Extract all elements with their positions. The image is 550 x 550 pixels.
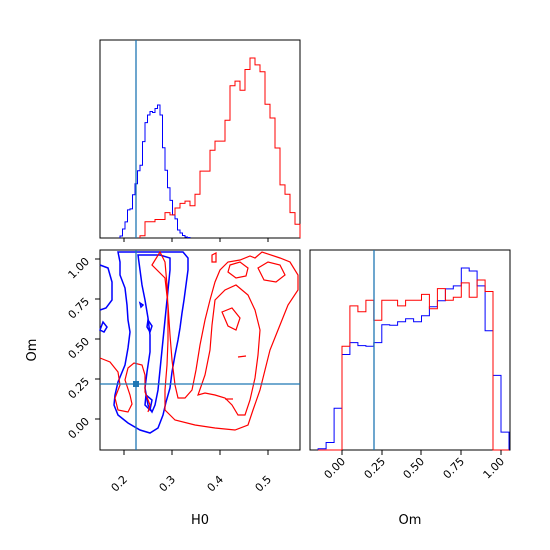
h0-tick-labels: 0.2 0.3 0.4 0.5 (109, 473, 275, 495)
tick-label-h0: 0.2 (109, 473, 131, 495)
tick-label-om-x: 0.00 (322, 455, 349, 482)
blue-contour-outer (113, 251, 189, 434)
truth-marker (133, 381, 139, 387)
red-contour-hole (211, 252, 217, 263)
blue-contour-blob (138, 301, 145, 309)
tick-label-om-x: 0.50 (401, 455, 428, 482)
blue-contour-blob (99, 320, 108, 333)
red-contour-blob (237, 355, 247, 358)
tick-label-h0: 0.4 (205, 473, 227, 495)
om-histogram-blue (317, 267, 510, 450)
h0-histogram-red (139, 57, 301, 238)
red-contours (99, 250, 299, 431)
tick-label-om-y: 0.75 (66, 295, 93, 322)
blue-contour-blob (146, 317, 153, 334)
red-contour-outer (151, 250, 299, 431)
om-histogram-red (318, 279, 509, 451)
blue-contour-left (99, 264, 113, 311)
h0-histogram-panel (99, 39, 301, 239)
h0-histogram-blue (119, 104, 191, 238)
y-axis-label-om: Om (25, 339, 40, 362)
tick-label-om-x: 0.25 (362, 455, 389, 482)
red-contour-left (99, 357, 151, 413)
tick-label-om-y: 0.50 (66, 335, 93, 362)
red-contour-hole (257, 261, 286, 283)
red-contour-hole (227, 261, 249, 279)
blue-contour-inner (137, 254, 171, 414)
tick-label-om-y: 1.00 (66, 255, 93, 282)
red-contour-inner (197, 284, 261, 416)
x-axis-label-h0: H0 (191, 513, 209, 528)
histogram-steps (119, 57, 510, 451)
tick-label-om-x: 1.00 (481, 455, 508, 482)
truth-lines (100, 40, 375, 450)
x-axis-label-om: Om (399, 513, 422, 528)
om-histogram-panel (309, 249, 511, 451)
tick-label-om-x: 0.75 (441, 455, 468, 482)
blue-contours (99, 251, 189, 434)
h0-om-contour-panel (99, 249, 301, 451)
om-x-tick-labels: 0.00 0.25 0.50 0.75 1.00 (322, 455, 508, 482)
tick-label-h0: 0.5 (253, 473, 275, 495)
tick-marks (95, 238, 502, 455)
om-y-tick-labels: 1.00 0.75 0.50 0.25 0.00 (66, 255, 93, 442)
red-contour-hole (221, 307, 241, 331)
tick-label-om-y: 0.25 (66, 375, 93, 402)
blue-contour-blob (144, 393, 153, 412)
tick-label-om-y: 0.00 (66, 415, 93, 442)
tick-label-h0: 0.3 (157, 473, 179, 495)
